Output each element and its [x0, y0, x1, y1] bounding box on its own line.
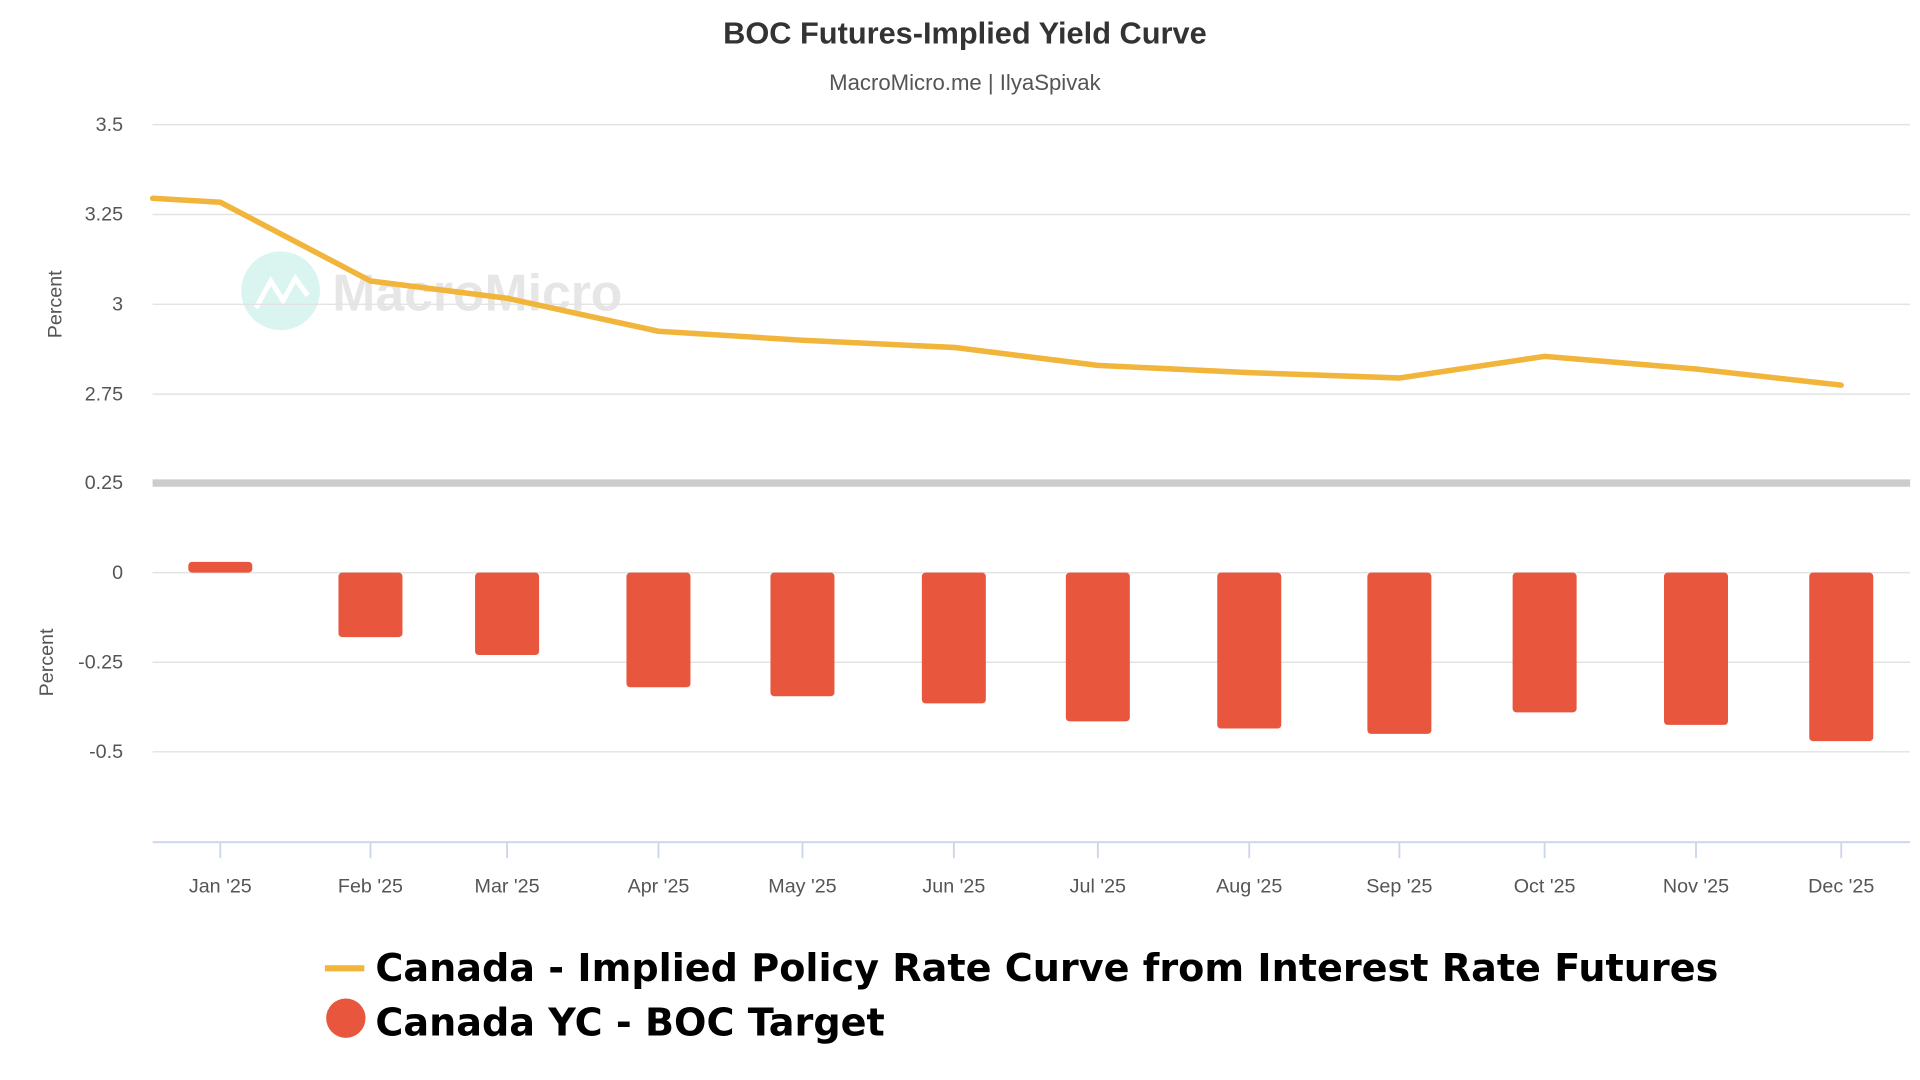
- x-tick-label: Jul '25: [1070, 876, 1126, 898]
- gridlines: [152, 123, 1911, 753]
- bar[interactable]: [338, 572, 403, 638]
- x-tick-label: May '25: [768, 876, 836, 898]
- x-tick-label: Nov '25: [1663, 876, 1729, 898]
- bar[interactable]: [626, 572, 691, 688]
- x-tick-label: Aug '25: [1216, 876, 1282, 898]
- x-tick-label: Dec '25: [1808, 876, 1874, 898]
- line-point[interactable]: [1246, 369, 1252, 376]
- bar[interactable]: [1065, 572, 1130, 722]
- x-tick-label: Jan '25: [189, 876, 252, 898]
- bar[interactable]: [1809, 572, 1874, 742]
- legend-dot-swatch: [326, 998, 366, 1038]
- legend-line-swatch: [324, 965, 365, 972]
- line-point[interactable]: [504, 295, 510, 301]
- x-tick-label: Sep '25: [1366, 876, 1432, 898]
- y-tick-label: 3: [112, 293, 123, 315]
- line-point[interactable]: [655, 328, 662, 334]
- legend-item-implied-rate[interactable]: Canada - Implied Policy Rate Curve from …: [324, 946, 1718, 990]
- x-axis: Jan '25 Feb '25 Mar '25 Apr '25 May '25 Jun '…: [152, 841, 1911, 898]
- y-tick-label: 3.25: [85, 204, 123, 226]
- x-tick-label: Jun '25: [922, 876, 985, 898]
- watermark-logo-icon: [241, 251, 320, 331]
- bar[interactable]: [475, 572, 540, 656]
- bar[interactable]: [921, 572, 986, 704]
- legend-label-implied-rate: Canada - Implied Policy Rate Curve from …: [375, 946, 1718, 990]
- legend-label-boc-target: Canada YC - BOC Target: [375, 1000, 884, 1044]
- x-tick-label: Apr '25: [628, 876, 690, 898]
- line-point[interactable]: [1693, 366, 1699, 372]
- bar[interactable]: [1664, 572, 1728, 725]
- y-axis-label-bottom: Percent: [36, 628, 58, 696]
- line-point[interactable]: [1838, 382, 1844, 388]
- y-tick-label: 2.75: [85, 383, 123, 405]
- line-point[interactable]: [1095, 362, 1101, 369]
- watermark-chart-icon: [253, 273, 310, 310]
- line-point[interactable]: [367, 278, 374, 284]
- bar[interactable]: [1367, 572, 1432, 734]
- y-tick-label: 0: [112, 562, 123, 584]
- x-tick-label: Feb '25: [338, 876, 403, 898]
- y-axis-ticks: 3.5 3.25 3 2.75 0.25 0 -0.25 -0.5: [78, 114, 123, 763]
- line-point[interactable]: [217, 199, 224, 205]
- line-series: [149, 195, 1844, 388]
- y-tick-label: 3.5: [96, 114, 123, 136]
- bar[interactable]: [1512, 572, 1577, 713]
- bar[interactable]: [188, 561, 253, 573]
- y-tick-label: -0.25: [78, 651, 123, 673]
- line-point[interactable]: [149, 195, 156, 201]
- bar[interactable]: [1217, 572, 1282, 729]
- y-tick-label: -0.5: [89, 741, 123, 763]
- y-tick-label: 0.25: [85, 472, 123, 494]
- line-point[interactable]: [799, 337, 806, 343]
- line-point[interactable]: [1541, 353, 1548, 360]
- bar[interactable]: [770, 572, 835, 697]
- legend: Canada - Implied Policy Rate Curve from …: [324, 946, 1718, 1044]
- chart-subtitle: MacroMicro.me | IlyaSpivak: [829, 70, 1101, 95]
- y-axis-label-top: Percent: [45, 270, 67, 338]
- line-point[interactable]: [951, 344, 957, 351]
- legend-item-boc-target[interactable]: Canada YC - BOC Target: [326, 998, 885, 1044]
- line-point[interactable]: [1396, 375, 1403, 381]
- x-tick-label: Mar '25: [475, 876, 540, 898]
- bar-series: [188, 561, 1874, 742]
- x-tick-label: Oct '25: [1514, 876, 1576, 898]
- chart-title: BOC Futures-Implied Yield Curve: [723, 15, 1207, 50]
